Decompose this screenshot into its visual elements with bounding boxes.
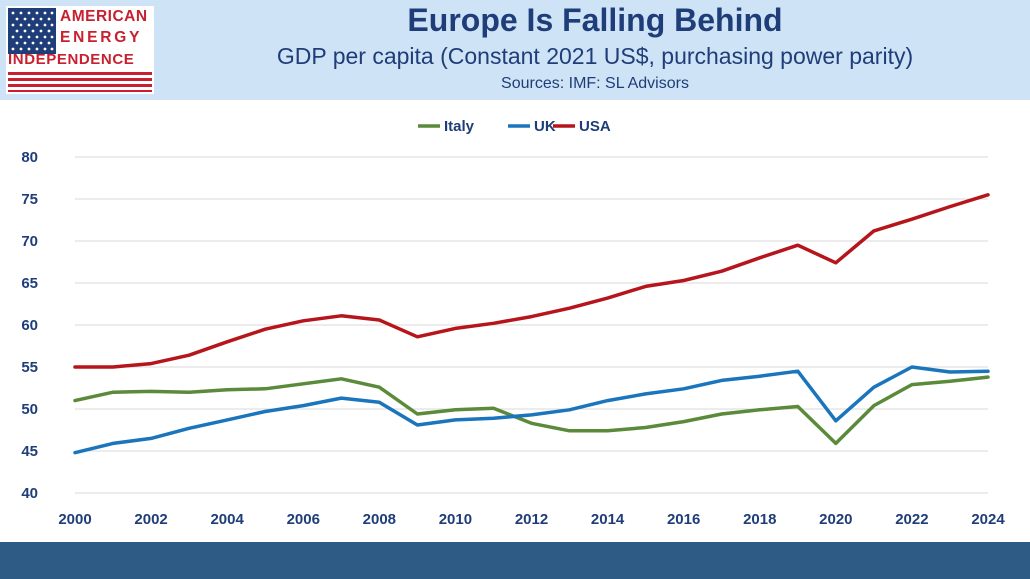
logo-text-independence: INDEPENDENCE bbox=[8, 51, 135, 68]
gridlines bbox=[75, 156, 988, 494]
y-tick-label: 40 bbox=[21, 485, 38, 502]
x-tick-label: 2012 bbox=[515, 511, 548, 528]
x-tick-label: 2008 bbox=[363, 511, 396, 528]
header-band bbox=[0, 0, 1030, 100]
brand-logo: AMERICAN ENERGY INDEPENDENCE bbox=[6, 6, 154, 94]
series-line-uk bbox=[73, 365, 990, 455]
series-line-italy bbox=[73, 375, 990, 446]
footer-band bbox=[0, 542, 1030, 579]
logo-text-energy: ENERGY bbox=[60, 29, 143, 46]
x-tick-label: 2022 bbox=[895, 511, 928, 528]
y-tick-label: 50 bbox=[21, 401, 38, 418]
legend-label: UK bbox=[534, 118, 556, 135]
x-tick-label: 2000 bbox=[58, 511, 91, 528]
series-lines bbox=[73, 193, 990, 455]
x-tick-label: 2018 bbox=[743, 511, 776, 528]
legend-item-uk: UK bbox=[508, 118, 556, 135]
y-tick-label: 60 bbox=[21, 317, 38, 334]
legend-label: Italy bbox=[444, 118, 475, 135]
y-tick-label: 80 bbox=[21, 149, 38, 166]
y-tick-label: 65 bbox=[21, 275, 38, 292]
legend-item-usa: USA bbox=[553, 118, 611, 135]
x-tick-label: 2024 bbox=[971, 511, 1005, 528]
legend-label: USA bbox=[579, 118, 611, 135]
legend-item-italy: Italy bbox=[418, 118, 475, 135]
x-tick-label: 2020 bbox=[819, 511, 852, 528]
y-tick-label: 55 bbox=[21, 359, 38, 376]
x-tick-label: 2014 bbox=[591, 511, 625, 528]
x-tick-label: 2006 bbox=[287, 511, 320, 528]
chart-sources: Sources: IMF: SL Advisors bbox=[501, 75, 689, 92]
chart-title: Europe Is Falling Behind bbox=[407, 2, 783, 38]
chart-subtitle: GDP per capita (Constant 2021 US$, purch… bbox=[276, 43, 914, 69]
y-tick-label: 45 bbox=[21, 443, 38, 460]
us-flag-icon bbox=[8, 8, 56, 54]
logo-text-american: AMERICAN bbox=[60, 8, 148, 25]
logo-stripes bbox=[8, 72, 152, 92]
axes: 40 45 50 55 60 65 70 75 80 2000 2002 2004 2006 2008 20… bbox=[21, 149, 1005, 528]
x-tick-label: 2016 bbox=[667, 511, 700, 528]
y-tick-label: 70 bbox=[21, 233, 38, 250]
series-line-usa bbox=[73, 193, 990, 369]
legend: Italy UK USA bbox=[418, 118, 611, 135]
x-tick-label: 2004 bbox=[210, 511, 244, 528]
line-chart: 40 45 50 55 60 65 70 75 80 2000 2002 2004 2006 2008 20… bbox=[21, 118, 1005, 528]
y-tick-label: 75 bbox=[21, 191, 38, 208]
x-tick-label: 2010 bbox=[439, 511, 472, 528]
x-tick-label: 2002 bbox=[134, 511, 167, 528]
